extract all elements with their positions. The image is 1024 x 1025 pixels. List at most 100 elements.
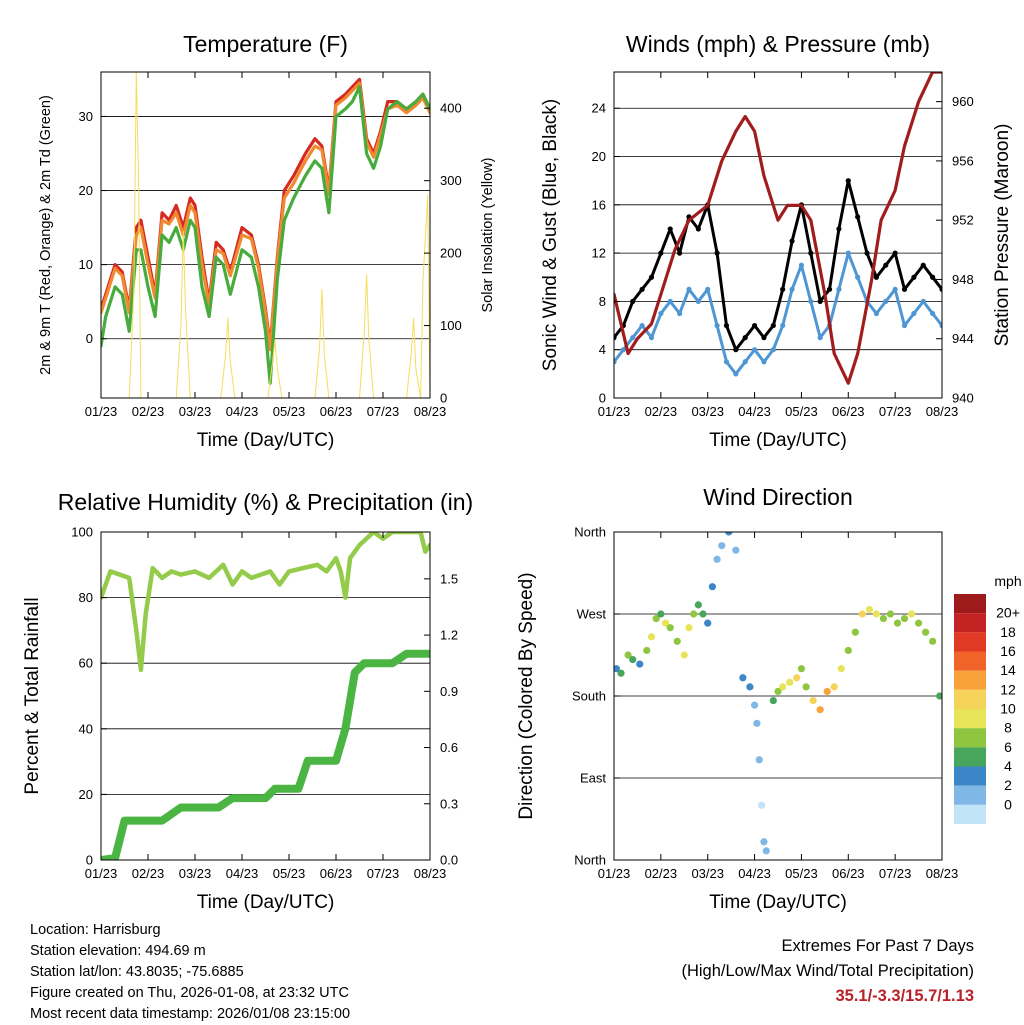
direction-point bbox=[879, 614, 888, 623]
winds-line-gust bbox=[614, 179, 942, 352]
direction-x-tick-label: 06/23 bbox=[832, 866, 865, 881]
colorbar-swatch bbox=[954, 804, 986, 824]
direction-point bbox=[699, 610, 707, 618]
winds-point-gust bbox=[658, 250, 664, 256]
winds-point-wind bbox=[686, 286, 692, 292]
humidity-y2-tick-label: 0.3 bbox=[440, 796, 458, 811]
temperature-x-tick-label: 03/23 bbox=[179, 404, 212, 419]
winds-point-gust bbox=[761, 335, 767, 341]
colorbar-swatch bbox=[954, 766, 986, 786]
created-text: Figure created on Thu, 2026-01-08, at 23… bbox=[30, 985, 349, 1001]
winds-point-gust bbox=[817, 298, 823, 305]
colorbar-swatch bbox=[954, 651, 986, 671]
humidity-x-tick-label: 06/23 bbox=[320, 866, 353, 881]
winds-point-wind bbox=[892, 286, 898, 292]
direction-point bbox=[614, 665, 620, 673]
temperature-x-tick-label: 05/23 bbox=[273, 404, 306, 419]
winds-y-tick-label: 12 bbox=[592, 246, 606, 261]
winds-point-wind bbox=[761, 359, 767, 365]
winds-point-wind bbox=[930, 310, 936, 317]
winds-point-wind bbox=[789, 286, 795, 292]
winds-point-gust bbox=[667, 226, 673, 232]
direction-point bbox=[657, 610, 665, 618]
winds-point-wind bbox=[798, 262, 805, 268]
winds-x-tick-label: 03/23 bbox=[691, 404, 724, 419]
direction-point bbox=[708, 583, 717, 591]
winds-point-wind bbox=[920, 298, 926, 305]
direction-point bbox=[680, 651, 688, 659]
colorbar-label: 20+ bbox=[996, 605, 1020, 621]
direction-point bbox=[929, 637, 937, 645]
direction-point bbox=[762, 847, 770, 855]
temperature-ylabel: 2m & 9m T (Red, Orange) & 2m Td (Green) bbox=[38, 95, 54, 375]
direction-y-tick-label: South bbox=[572, 689, 606, 704]
direction-point bbox=[844, 646, 852, 655]
winds-y2label: Station Pressure (Maroon) bbox=[992, 124, 1013, 347]
direction-x-tick-label: 03/23 bbox=[691, 866, 724, 881]
direction-point bbox=[922, 628, 930, 636]
winds-series-group bbox=[614, 72, 942, 385]
winds-point-wind bbox=[873, 310, 880, 317]
temperature-line-2m-td bbox=[101, 85, 430, 385]
direction-x-tick-label: 07/23 bbox=[879, 866, 912, 881]
direction-point bbox=[704, 619, 712, 627]
direction-y-tick-label: North bbox=[574, 853, 606, 868]
humidity-x-tick-label: 08/23 bbox=[414, 866, 447, 881]
winds-point-wind bbox=[855, 274, 861, 280]
humidity-y2-tick-label: 1.2 bbox=[440, 628, 458, 643]
winds-point-wind bbox=[630, 335, 636, 341]
temperature-y2-tick-label: 200 bbox=[440, 246, 462, 261]
direction-point bbox=[793, 674, 801, 682]
temperature-title: Temperature (F) bbox=[183, 31, 348, 57]
direction-x-tick-label: 05/23 bbox=[785, 866, 818, 881]
colorbar-label: 0 bbox=[1004, 796, 1012, 812]
winds-x-tick-label: 01/23 bbox=[598, 404, 631, 419]
direction-point bbox=[732, 546, 740, 554]
temperature-y-tick-label: 20 bbox=[79, 183, 93, 198]
direction-x-tick-label: 08/23 bbox=[926, 866, 959, 881]
direction-point bbox=[694, 601, 702, 609]
winds-point-gust bbox=[873, 274, 880, 280]
winds-point-gust bbox=[855, 214, 861, 220]
winds-ylabel: Sonic Wind & Gust (Blue, Black) bbox=[540, 99, 561, 371]
winds-point-gust bbox=[892, 250, 898, 256]
direction-point bbox=[914, 619, 923, 627]
winds-point-gust bbox=[789, 238, 795, 244]
direction-y-tick-label: North bbox=[574, 525, 606, 540]
direction-point bbox=[865, 605, 873, 614]
winds-point-wind bbox=[808, 298, 814, 305]
winds-point-wind bbox=[836, 286, 842, 292]
humidity-xlabel: Time (Day/UTC) bbox=[197, 892, 335, 913]
colorbar-label: 16 bbox=[1000, 643, 1016, 659]
direction-point bbox=[690, 610, 698, 618]
colorbar-swatch bbox=[954, 670, 986, 690]
winds-point-wind bbox=[648, 335, 655, 341]
direction-point bbox=[624, 651, 632, 659]
direction-point bbox=[758, 801, 766, 809]
colorbar-swatch bbox=[954, 785, 986, 805]
winds-point-gust bbox=[630, 298, 636, 305]
temperature-y2-tick-label: 0 bbox=[440, 391, 447, 406]
temperature-y-tick-label: 30 bbox=[79, 109, 93, 124]
direction-point bbox=[617, 669, 625, 677]
winds-x-tick-label: 06/23 bbox=[832, 404, 865, 419]
direction-point bbox=[673, 637, 681, 645]
elevation-text: Station elevation: 494.69 m bbox=[30, 943, 206, 959]
winds-point-wind bbox=[883, 298, 889, 305]
direction-point bbox=[872, 610, 881, 618]
winds-point-gust bbox=[939, 286, 942, 292]
winds-point-wind bbox=[751, 347, 758, 353]
winds-panel: Winds (mph) & Pressure (mb) 01/23 02/23 03/… bbox=[540, 31, 1013, 451]
winds-x-tick-label: 08/23 bbox=[926, 404, 959, 419]
direction-point bbox=[739, 674, 747, 682]
direction-point bbox=[718, 542, 726, 550]
winds-point-wind bbox=[667, 298, 673, 305]
winds-point-wind bbox=[770, 347, 776, 353]
humidity-y-tick-label: 40 bbox=[79, 721, 93, 736]
winds-point-wind bbox=[939, 322, 942, 329]
winds-point-gust bbox=[808, 250, 814, 256]
temperature-x-tick-label: 08/23 bbox=[414, 404, 447, 419]
direction-point bbox=[816, 706, 824, 714]
winds-point-gust bbox=[733, 347, 739, 353]
